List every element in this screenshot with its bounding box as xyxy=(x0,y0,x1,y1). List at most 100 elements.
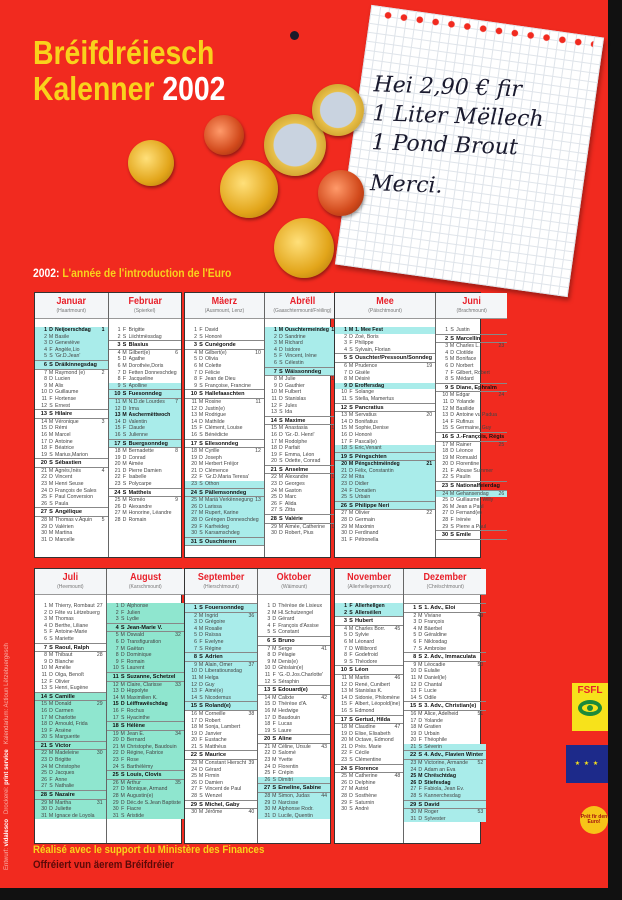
day-row: 17 M Rodolphe xyxy=(265,439,340,446)
day-number: 9 xyxy=(194,382,197,389)
month-name: Dezember xyxy=(423,572,467,583)
day-number: 25 xyxy=(410,773,417,780)
name-day: 'Gr.D.Jean' xyxy=(55,353,81,360)
name-day: Dominique xyxy=(126,652,152,659)
weekday: D xyxy=(450,497,454,504)
name-day: Paulin xyxy=(456,474,471,481)
weekday: D xyxy=(418,779,423,786)
day-row: 24 D Gérard xyxy=(185,767,257,774)
name-day: Emeline, Sabine xyxy=(278,785,322,792)
weekday: D xyxy=(272,799,277,806)
name-day: Jean de Dieu xyxy=(205,376,236,383)
day-number: 14 xyxy=(112,694,119,701)
weekday: D xyxy=(349,730,353,737)
weekday: D xyxy=(450,510,454,517)
name-day: Valérien xyxy=(55,523,74,530)
day-row: 8 M Thibaut 28 xyxy=(35,652,106,659)
day-row: 4 M Gilbert(e) 6 xyxy=(109,350,182,357)
weekday: S xyxy=(272,687,277,694)
weekday: D xyxy=(122,517,127,524)
weekday: D xyxy=(349,645,353,652)
day-number: 25 xyxy=(191,497,197,504)
day-row: 16 M Alice, Adelheid 51 xyxy=(404,711,486,718)
week-number: 31 xyxy=(96,799,103,806)
day-row: 25 D Marc xyxy=(265,494,340,501)
weekday: S xyxy=(418,694,423,701)
credit-value: vidalesco xyxy=(4,818,10,847)
day-number: 7 xyxy=(413,645,417,652)
day-row: 23 S Nationalfeierdag xyxy=(436,481,508,491)
day-number: 17 xyxy=(191,717,197,724)
name-day: Mariette xyxy=(55,635,74,642)
day-row: 13 S Ida xyxy=(265,409,340,416)
month-mee: Mee (Päischtmount) 1 M 1. Mee Fest 2 D Zoé, Bor… xyxy=(335,293,437,557)
name-day: Antoine-Marie xyxy=(55,629,88,636)
name-day: Apolline xyxy=(128,382,147,389)
day-row: 28 S Kannerchesdag xyxy=(404,793,487,800)
day-number: 27 xyxy=(271,507,277,514)
day-row: 23 F Rose xyxy=(106,757,184,764)
day-number: 13 xyxy=(112,688,119,695)
weekday: M xyxy=(278,487,284,494)
month-name: Mäerz xyxy=(211,296,238,307)
weekday: S xyxy=(49,353,53,360)
week-number: 32 xyxy=(175,632,181,639)
day-row: 10 D Liberatiounsdag xyxy=(185,668,258,675)
day-number: 8 xyxy=(115,652,119,659)
day-number: 28 xyxy=(40,792,47,799)
weekday: S xyxy=(199,431,203,438)
month-header: Februar (Spierkel) xyxy=(108,293,181,319)
weekday: S xyxy=(418,793,423,800)
weekday: S xyxy=(199,743,203,750)
name-day: Corneille xyxy=(205,710,226,717)
weekday: M xyxy=(348,425,354,432)
day-row: 5 F Antoine-Marie xyxy=(35,629,106,636)
day-number: 18 xyxy=(341,724,347,731)
day-row: 8 S Médard xyxy=(436,376,507,383)
week-number: 49 xyxy=(477,612,484,619)
day-row: 18 S Eric,Venant xyxy=(335,445,436,452)
day-number: 9 xyxy=(194,661,197,668)
name-day: Paula xyxy=(55,500,69,507)
day-row: 9 D Eroffersdag xyxy=(335,382,436,390)
weekday: D xyxy=(122,405,127,412)
name-day: Irma xyxy=(128,405,139,412)
name-day: Blasius xyxy=(128,342,149,349)
day-row: 23 D Brigitte xyxy=(35,757,106,764)
day-number: 25 xyxy=(271,494,277,501)
name-day: Eulalie xyxy=(424,668,440,675)
day-row: 7 M Gaëtan xyxy=(106,645,184,653)
day-row: 15 S 3. Adv., Christian(e) xyxy=(404,701,487,711)
day-row: 3 M Thomas xyxy=(35,616,106,623)
name-day: Justin xyxy=(456,327,470,333)
weekday: M xyxy=(348,461,354,468)
name-day: Servatius xyxy=(355,412,377,419)
day-number: 28 xyxy=(341,793,347,800)
day-row: 14 F Rufinus xyxy=(436,419,507,426)
name-day: Basile xyxy=(55,333,70,340)
name-day: Michel, Gaby xyxy=(205,801,240,808)
day-row: 31 M Ignace de Loyola xyxy=(35,812,106,820)
day-row: 5 M Oswald 32 xyxy=(106,632,184,639)
day-number: 10 xyxy=(41,665,47,672)
day-row: 27 M Rupert, Karine xyxy=(185,510,264,518)
day-number: 5 xyxy=(194,356,197,363)
weekday: F xyxy=(199,638,203,645)
weekday: S xyxy=(349,716,353,723)
weekday: M xyxy=(48,701,54,708)
name-day: Fetten Donneschdeg xyxy=(128,369,177,376)
day-number: 13 xyxy=(341,412,347,419)
weekday: S xyxy=(49,451,53,458)
weekday: M xyxy=(48,333,54,340)
day-number: 25 xyxy=(264,770,271,777)
weekday: S xyxy=(49,411,53,418)
euro-ready-badge: Prêt fir den Euro! xyxy=(580,806,608,834)
weekday: S xyxy=(418,605,423,611)
week-number: 4 xyxy=(101,467,105,474)
weekday: S xyxy=(272,736,277,743)
day-row: 27 S Angélique xyxy=(35,507,108,518)
day-row: 4 S Jean-Marie V. xyxy=(106,622,184,633)
name-day: 1. Adv., Eloi xyxy=(424,605,456,611)
name-day: Jean a Paul xyxy=(456,503,484,510)
day-number: 10 xyxy=(340,667,347,674)
